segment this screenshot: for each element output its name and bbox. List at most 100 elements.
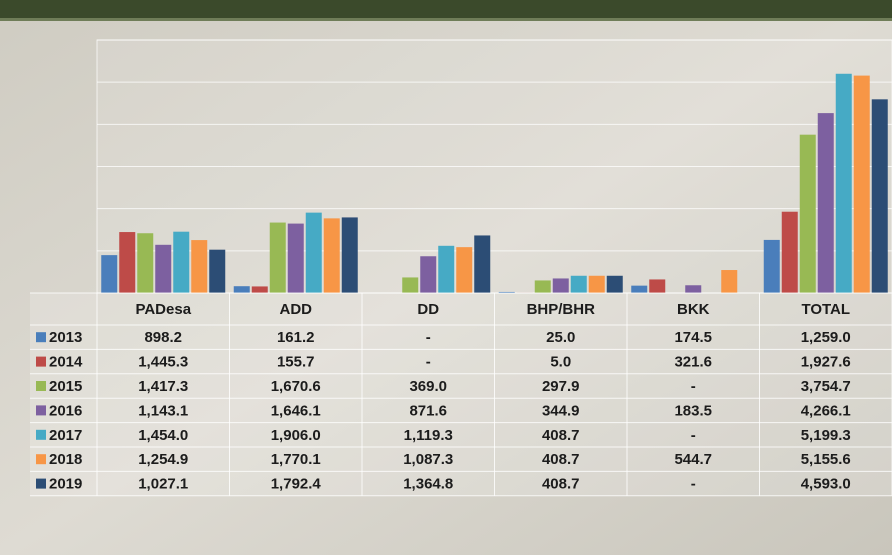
data-label: 5,155.6 — [801, 451, 851, 468]
bar — [835, 73, 852, 293]
bar — [420, 256, 437, 293]
data-label: - — [691, 476, 696, 493]
bar — [588, 275, 605, 293]
x-tick-label: TOTAL — [801, 301, 850, 318]
bar — [799, 134, 816, 293]
bar — [817, 113, 834, 293]
bar — [534, 280, 551, 293]
data-label: 183.5 — [674, 402, 712, 419]
bar — [631, 285, 648, 293]
data-label: 1,927.6 — [801, 354, 851, 371]
bar — [438, 245, 455, 293]
data-label: 1,254.9 — [138, 451, 188, 468]
x-tick-label: BKK — [677, 301, 710, 318]
bar — [649, 279, 666, 293]
data-table — [30, 293, 892, 496]
bar — [552, 278, 569, 293]
bar — [498, 291, 515, 293]
x-tick-label: BHP/BHR — [527, 301, 596, 318]
legend-swatch — [36, 429, 46, 440]
data-label: 1,906.0 — [271, 427, 321, 444]
legend-label: 2016 — [49, 402, 82, 419]
bar — [287, 223, 304, 293]
bar — [323, 218, 340, 293]
data-label: 1,087.3 — [403, 451, 453, 468]
legend-label: 2018 — [49, 451, 82, 468]
bar — [871, 99, 888, 294]
data-label: - — [426, 354, 431, 371]
x-tick-label: ADD — [280, 301, 313, 318]
data-label: - — [691, 378, 696, 395]
legend-swatch — [36, 478, 46, 489]
data-label: 408.7 — [542, 427, 580, 444]
data-label: 1,646.1 — [271, 402, 321, 419]
legend-swatch — [36, 381, 46, 391]
data-label: 321.6 — [674, 354, 712, 371]
data-label: 1,792.4 — [271, 476, 322, 493]
legend-label: 2019 — [49, 476, 82, 493]
data-label: 1,670.6 — [271, 378, 321, 395]
bar — [781, 211, 798, 293]
bar — [341, 217, 358, 293]
data-label: 1,770.1 — [271, 451, 321, 468]
data-label: 161.2 — [277, 329, 315, 346]
bar — [233, 286, 250, 293]
bar — [173, 231, 190, 293]
data-label: 5.0 — [550, 354, 571, 371]
data-label: 1,417.3 — [138, 378, 188, 395]
bar — [137, 233, 154, 293]
bar — [209, 249, 226, 293]
data-label: 297.9 — [542, 378, 580, 395]
legend-swatch — [36, 454, 46, 465]
data-label: 4,266.1 — [801, 402, 851, 419]
bar — [685, 285, 702, 293]
data-label: 871.6 — [409, 402, 447, 419]
data-label: 155.7 — [277, 354, 315, 371]
x-tick-label: DD — [417, 301, 439, 318]
data-label: 4,593.0 — [801, 476, 851, 493]
bar — [474, 235, 491, 293]
bar — [606, 275, 623, 293]
data-label: 1,364.8 — [403, 476, 453, 493]
top-band-edge — [0, 18, 892, 21]
bar — [456, 247, 473, 293]
data-label: 1,119.3 — [404, 427, 453, 444]
data-label: 408.7 — [542, 476, 580, 493]
bar — [191, 240, 208, 293]
bar — [570, 275, 587, 293]
legend-label: 2013 — [49, 329, 82, 346]
bar — [101, 255, 118, 293]
bar — [251, 286, 268, 293]
data-label: 1,143.1 — [138, 402, 188, 419]
data-label: 174.5 — [674, 329, 712, 346]
data-label: 1,259.0 — [801, 329, 851, 346]
legend-label: 2017 — [49, 427, 82, 444]
bar — [305, 212, 322, 293]
bar — [155, 244, 172, 293]
legend-swatch — [36, 332, 46, 343]
data-label: 408.7 — [542, 451, 580, 468]
bar — [853, 75, 870, 293]
legend-swatch — [36, 356, 46, 367]
data-label: 1,445.3 — [138, 354, 188, 371]
data-label: 898.2 — [144, 329, 182, 346]
data-label: 344.9 — [542, 402, 580, 419]
data-label: - — [691, 427, 696, 444]
top-band — [0, 0, 892, 18]
bar — [269, 222, 286, 293]
data-label: - — [426, 329, 431, 346]
data-label: 544.7 — [674, 451, 712, 468]
bar — [763, 239, 780, 293]
legend-swatch — [36, 405, 46, 416]
x-tick-label: PADesa — [135, 301, 191, 318]
bar — [721, 270, 738, 293]
data-label: 1,454.0 — [138, 427, 188, 444]
data-label: 1,027.1 — [138, 476, 188, 493]
legend-label: 2014 — [49, 354, 83, 371]
legend-label: 2015 — [49, 378, 82, 395]
bar — [402, 277, 419, 293]
data-label: 25.0 — [546, 329, 575, 346]
data-label: 369.0 — [409, 378, 447, 395]
bar — [119, 232, 136, 293]
